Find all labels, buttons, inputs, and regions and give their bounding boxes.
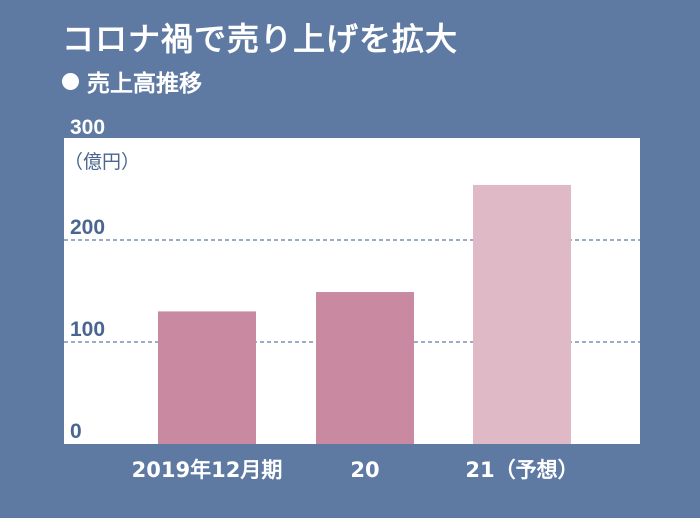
subtitle-text: 売上高推移	[87, 71, 202, 97]
y-tick-label-100: 100	[70, 318, 105, 341]
bar-2	[473, 184, 571, 445]
x-tick-label-1: 20	[350, 458, 379, 482]
x-tick-label-0: 2019年12月期	[132, 458, 283, 482]
y-tick-label-200: 200	[70, 216, 105, 239]
bar-0	[158, 311, 256, 444]
y-tick-label-300: 300	[70, 116, 105, 139]
y-tick-label-0: 0	[70, 420, 82, 443]
y-axis-label: （億円）	[64, 151, 140, 173]
chart-subtitle: 売上高推移	[62, 64, 202, 98]
bullet-icon	[62, 72, 79, 90]
bar-1	[316, 292, 414, 444]
chart-title: コロナ禍で売り上げを拡大	[62, 20, 459, 58]
x-tick-label-2: 21（予想）	[465, 458, 578, 482]
